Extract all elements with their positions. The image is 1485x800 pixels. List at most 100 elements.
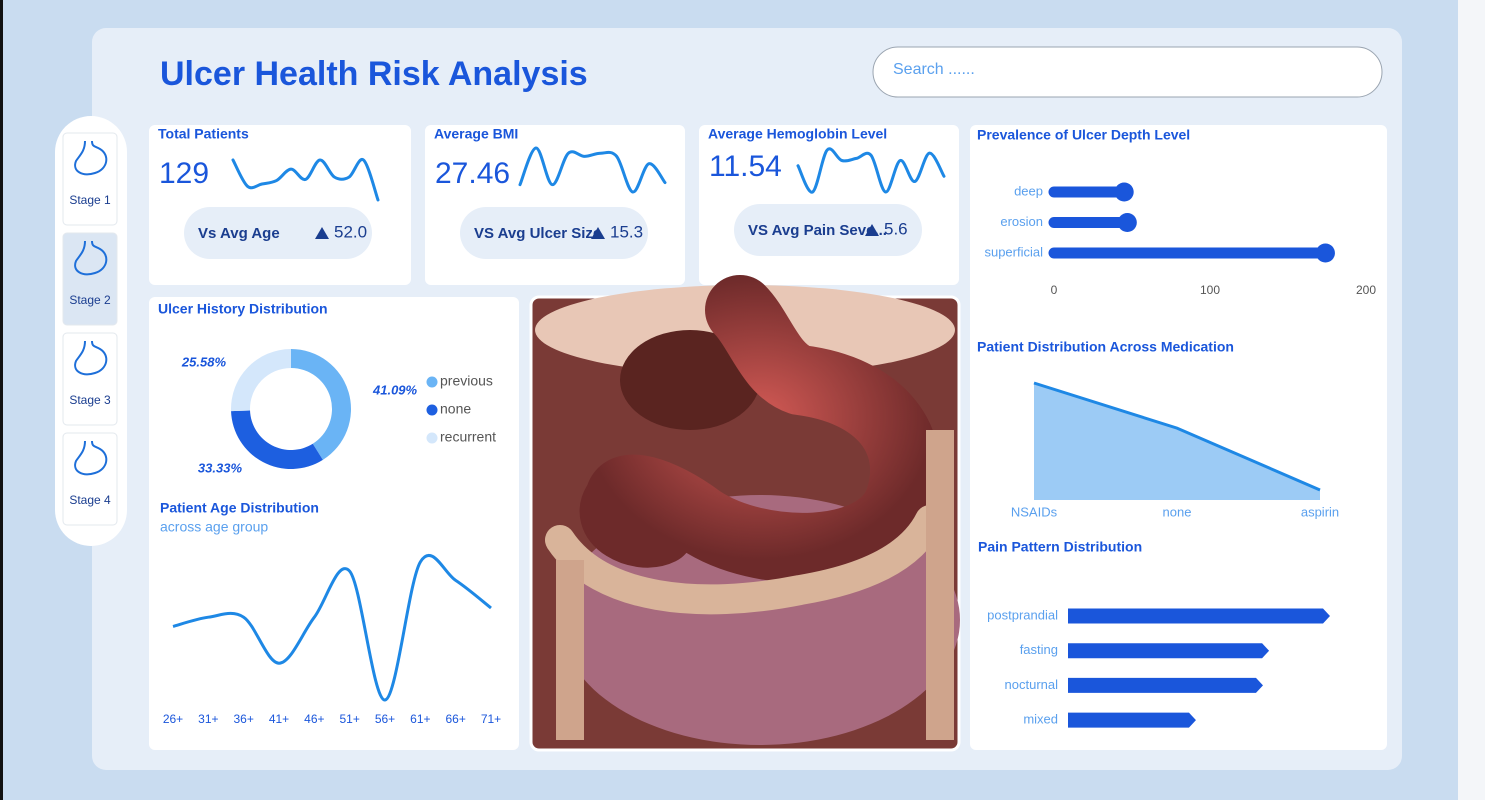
- stomach-icon: [74, 140, 108, 176]
- up-triangle: [591, 227, 605, 239]
- window-edge: [0, 0, 3, 800]
- legend-label: none: [440, 401, 471, 417]
- data-label: 25.58%: [181, 354, 227, 369]
- x-tick-label: 66+: [445, 712, 465, 726]
- comparison-label: VS Avg Ulcer Size: [474, 225, 601, 242]
- nav-item[interactable]: [62, 132, 118, 226]
- anatomy-image: [529, 275, 961, 752]
- stomach-icon: [74, 340, 108, 376]
- lollipop-head: [1114, 182, 1134, 202]
- x-tick-label: aspirin: [1301, 504, 1339, 519]
- x-tick-label: 56+: [375, 712, 395, 726]
- x-tick-label: 71+: [481, 712, 501, 726]
- nav-item[interactable]: [62, 232, 118, 326]
- bar: [1068, 712, 1196, 728]
- x-tick-label: 100: [1200, 283, 1220, 297]
- kpi-value: 129: [159, 157, 209, 190]
- x-tick-label: 26+: [163, 712, 183, 726]
- x-tick-label: 61+: [410, 712, 430, 726]
- y-tick-label: fasting: [1020, 642, 1058, 657]
- kpi-title: Average Hemoglobin Level: [708, 126, 887, 142]
- donut-segment: [291, 349, 351, 460]
- sparkline: [518, 146, 667, 194]
- x-tick-label: 46+: [304, 712, 324, 726]
- x-tick-label: 36+: [233, 712, 253, 726]
- nav-label: Stage 4: [69, 493, 111, 507]
- line: [172, 553, 492, 702]
- comparison-value: 5.6: [884, 219, 908, 238]
- x-tick-label: 31+: [198, 712, 218, 726]
- area-line: [1033, 381, 1321, 492]
- stomach-icon: [74, 440, 108, 476]
- legend-swatch: [426, 376, 438, 388]
- kpi-value: 27.46: [435, 157, 510, 190]
- kpi-value: 11.54: [709, 150, 782, 183]
- area-fill: [1034, 383, 1320, 500]
- bar: [1068, 677, 1263, 693]
- comparison-pill: [734, 204, 922, 256]
- nav: Stage 1 Stage 2 Stage 3 Stage 4: [62, 132, 118, 526]
- nav-item[interactable]: [62, 432, 118, 526]
- nav-label: Stage 1: [69, 193, 111, 207]
- bar: [1068, 643, 1270, 659]
- chart-subtitle: across age group: [160, 519, 268, 535]
- image-shape: [545, 505, 945, 615]
- comparison-value: 15.3: [610, 222, 643, 241]
- nav-label: Stage 2: [69, 293, 111, 307]
- nav-item[interactable]: [62, 332, 118, 426]
- image-shape: [556, 430, 954, 740]
- donut-segment: [231, 410, 323, 469]
- kpi-title: Average BMI: [434, 126, 518, 142]
- legend-swatch: [426, 432, 438, 444]
- comparison-label: VS Avg Pain Seve...: [748, 222, 887, 239]
- comparison-label: Vs Avg Age: [198, 225, 280, 242]
- chart-title: Pain Pattern Distribution: [978, 539, 1142, 555]
- bar: [1068, 608, 1330, 624]
- x-tick-label: NSAIDs: [1011, 504, 1058, 519]
- chart-title: Patient Distribution Across Medication: [977, 339, 1234, 355]
- y-tick-label: mixed: [1023, 712, 1058, 727]
- y-tick-label: erosion: [1000, 214, 1043, 229]
- search-placeholder: Search ......: [893, 61, 975, 78]
- sparkline: [231, 158, 380, 202]
- y-tick-label: nocturnal: [1005, 677, 1059, 692]
- x-tick-label: 200: [1356, 283, 1376, 297]
- x-tick-label: 0: [1051, 283, 1058, 297]
- window-edge: [1458, 0, 1485, 800]
- data-label: 33.33%: [198, 460, 243, 475]
- chart-title: Patient Age Distribution: [160, 500, 319, 516]
- lollipop-head: [1117, 213, 1137, 232]
- card: [149, 125, 411, 285]
- nav-label: Stage 3: [69, 393, 111, 407]
- lollipop-head: [1315, 243, 1335, 263]
- comparison-pill: [460, 207, 648, 259]
- chart-title: Ulcer History Distribution: [158, 301, 328, 317]
- up-triangle: [315, 227, 329, 239]
- legend-label: previous: [440, 373, 493, 389]
- comparison-value: 52.0: [334, 222, 367, 241]
- chart-title: Prevalence of Ulcer Depth Level: [977, 127, 1190, 143]
- comparison-pill: [184, 207, 372, 259]
- card: [425, 125, 685, 285]
- image-shape: [620, 330, 760, 430]
- search-box[interactable]: [872, 46, 1383, 98]
- x-tick-label: 41+: [269, 712, 289, 726]
- x-tick-label: none: [1163, 504, 1192, 519]
- stomach-icon: [74, 240, 108, 276]
- y-tick-label: postprandial: [987, 607, 1058, 622]
- up-triangle: [865, 224, 879, 236]
- x-tick-label: 51+: [339, 712, 359, 726]
- donut-segment: [231, 349, 291, 412]
- sparkline: [796, 147, 946, 194]
- legend-label: recurrent: [440, 429, 496, 445]
- y-tick-label: superficial: [984, 244, 1043, 259]
- image-shape: [580, 275, 940, 583]
- kpi-title: Total Patients: [158, 126, 249, 142]
- data-label: 41.09%: [372, 382, 418, 397]
- y-tick-label: deep: [1014, 183, 1043, 198]
- legend-swatch: [426, 404, 438, 416]
- page-title: Ulcer Health Risk Analysis: [160, 55, 588, 93]
